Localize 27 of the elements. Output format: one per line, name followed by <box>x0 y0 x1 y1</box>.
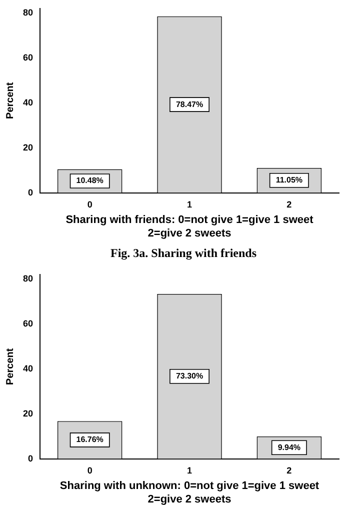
x-axis-title: Sharing with unknown: 0=not give 1=give 1 sweet 2=give 2 sweets <box>60 480 320 505</box>
y-tick-label: 0 <box>28 187 34 198</box>
x-tick-label: 2 <box>286 200 292 210</box>
y-tick-label: 60 <box>22 318 34 328</box>
y-tick-label: 20 <box>22 408 34 418</box>
x-tick-label: 1 <box>187 200 192 210</box>
y-axis-title: Percent <box>4 82 16 119</box>
y-tick-label: 80 <box>22 273 34 284</box>
data-label: 10.48% <box>76 176 104 186</box>
y-tick-label: 0 <box>28 453 34 464</box>
data-label: 16.76% <box>76 435 104 444</box>
x-axis-title: Sharing with friends: 0=not give 1=give 1 sweet 2=give 2 sweets <box>66 214 314 240</box>
data-label: 73.30% <box>176 372 204 381</box>
x-tick-label: 1 <box>187 466 192 476</box>
y-tick-label: 40 <box>22 363 34 374</box>
x-tick-label: 0 <box>87 200 92 210</box>
y-tick-label: 60 <box>22 52 34 62</box>
y-tick-label: 40 <box>22 97 34 108</box>
y-axis-title: Percent <box>4 348 16 385</box>
y-tick-label: 20 <box>22 142 34 152</box>
data-label: 78.47% <box>176 100 204 109</box>
data-label: 11.05% <box>276 176 303 185</box>
x-tick-label: 2 <box>286 466 292 476</box>
y-tick-label: 80 <box>22 7 34 18</box>
data-label: 9.94% <box>278 442 301 452</box>
caption: Fig. 3a. Sharing with friends <box>109 245 258 262</box>
x-tick-label: 0 <box>87 466 92 476</box>
